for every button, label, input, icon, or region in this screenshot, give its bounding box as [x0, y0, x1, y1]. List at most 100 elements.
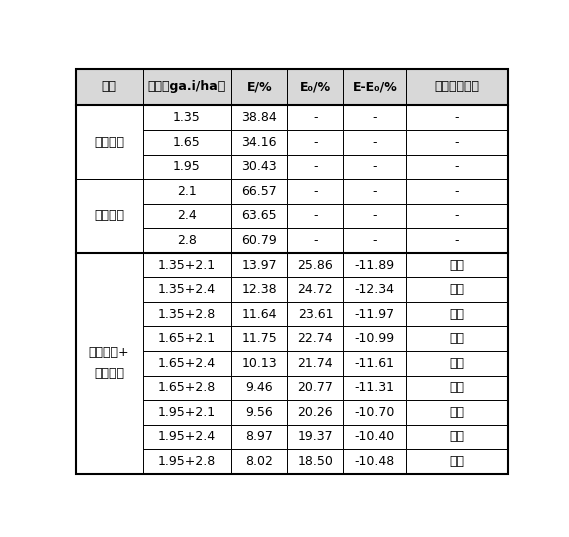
Bar: [287, 400, 344, 425]
Bar: [406, 228, 508, 253]
Bar: [231, 351, 287, 375]
Bar: [344, 105, 406, 130]
Text: 9.46: 9.46: [245, 381, 273, 394]
Text: -10.48: -10.48: [354, 455, 395, 468]
Text: 34.16: 34.16: [241, 136, 277, 149]
Bar: [406, 204, 508, 228]
Bar: [344, 425, 406, 449]
Bar: [231, 326, 287, 351]
Text: -: -: [455, 161, 459, 173]
Text: 24.72: 24.72: [298, 283, 333, 296]
Bar: [76, 253, 142, 474]
Text: 增效: 增效: [450, 431, 464, 444]
Bar: [231, 425, 287, 449]
Bar: [142, 425, 231, 449]
Bar: [231, 130, 287, 155]
Text: 19.37: 19.37: [298, 431, 333, 444]
Bar: [406, 253, 508, 277]
Bar: [231, 105, 287, 130]
Text: -: -: [313, 111, 318, 124]
Bar: [287, 277, 344, 302]
Text: 1.95+2.8: 1.95+2.8: [158, 455, 216, 468]
Bar: [344, 253, 406, 277]
Text: 25.86: 25.86: [298, 258, 333, 272]
Bar: [344, 326, 406, 351]
Text: 1.65: 1.65: [173, 136, 201, 149]
Bar: [406, 179, 508, 204]
Bar: [406, 425, 508, 449]
Bar: [76, 179, 142, 253]
Text: 8.97: 8.97: [245, 431, 273, 444]
Text: -11.61: -11.61: [355, 357, 395, 370]
Text: 增效: 增效: [450, 381, 464, 394]
Text: -11.31: -11.31: [355, 381, 395, 394]
Bar: [76, 69, 142, 105]
Text: -: -: [313, 161, 318, 173]
Bar: [142, 69, 231, 105]
Bar: [406, 351, 508, 375]
Text: -12.34: -12.34: [355, 283, 395, 296]
Bar: [406, 375, 508, 400]
Bar: [287, 302, 344, 326]
Text: 增效: 增效: [450, 406, 464, 419]
Text: 30.43: 30.43: [241, 161, 277, 173]
Text: 18.50: 18.50: [298, 455, 333, 468]
Text: 12.38: 12.38: [241, 283, 277, 296]
Bar: [287, 155, 344, 179]
Bar: [287, 326, 344, 351]
Text: -: -: [373, 209, 377, 222]
Bar: [406, 302, 508, 326]
Text: 增效: 增效: [450, 357, 464, 370]
Text: 乙氧磺隆: 乙氧磺隆: [94, 136, 124, 149]
Bar: [406, 400, 508, 425]
Bar: [344, 204, 406, 228]
Bar: [406, 155, 508, 179]
Text: 增效: 增效: [450, 455, 464, 468]
Bar: [344, 155, 406, 179]
Bar: [344, 277, 406, 302]
Bar: [406, 130, 508, 155]
Bar: [231, 302, 287, 326]
Bar: [287, 69, 344, 105]
Bar: [287, 228, 344, 253]
Bar: [231, 228, 287, 253]
Bar: [287, 253, 344, 277]
Text: 增效: 增效: [450, 308, 464, 321]
Text: -: -: [455, 234, 459, 247]
Text: -: -: [373, 136, 377, 149]
Bar: [142, 400, 231, 425]
Bar: [344, 400, 406, 425]
Text: 60.79: 60.79: [241, 234, 277, 247]
Text: 2.4: 2.4: [177, 209, 197, 222]
Bar: [344, 449, 406, 474]
Bar: [142, 375, 231, 400]
Text: 1.95+2.4: 1.95+2.4: [158, 431, 216, 444]
Text: 1.35+2.8: 1.35+2.8: [158, 308, 216, 321]
Bar: [344, 179, 406, 204]
Text: E/%: E/%: [246, 81, 272, 93]
Bar: [287, 375, 344, 400]
Text: -11.97: -11.97: [354, 308, 395, 321]
Text: 乙氧磺隆+
氟唑磺隆: 乙氧磺隆+ 氟唑磺隆: [89, 346, 129, 380]
Text: -: -: [373, 161, 377, 173]
Bar: [231, 253, 287, 277]
Bar: [344, 130, 406, 155]
Bar: [406, 277, 508, 302]
Bar: [142, 326, 231, 351]
Bar: [142, 105, 231, 130]
Text: 10.13: 10.13: [241, 357, 277, 370]
Bar: [231, 204, 287, 228]
Bar: [287, 204, 344, 228]
Bar: [287, 449, 344, 474]
Text: 22.74: 22.74: [298, 332, 333, 345]
Text: 1.95+2.1: 1.95+2.1: [158, 406, 216, 419]
Bar: [142, 204, 231, 228]
Text: -: -: [455, 111, 459, 124]
Text: 13.97: 13.97: [241, 258, 277, 272]
Text: -11.89: -11.89: [354, 258, 395, 272]
Text: -: -: [373, 234, 377, 247]
Bar: [287, 130, 344, 155]
Text: -: -: [313, 234, 318, 247]
Text: 2.1: 2.1: [177, 185, 197, 198]
Text: -10.70: -10.70: [354, 406, 395, 419]
